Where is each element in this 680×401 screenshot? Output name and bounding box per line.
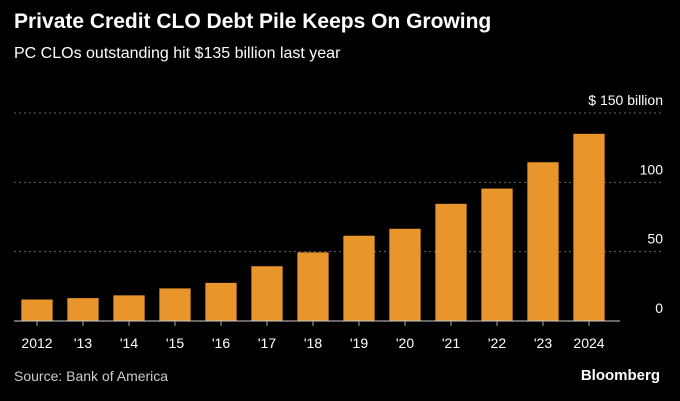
y-tick-label: $ 150 billion xyxy=(588,92,663,108)
x-tick-label: '15 xyxy=(166,335,184,351)
chart-title: Private Credit CLO Debt Pile Keeps On Gr… xyxy=(14,10,492,33)
y-tick-label: 50 xyxy=(647,231,663,247)
bar xyxy=(389,228,421,321)
bar xyxy=(527,162,559,321)
bar xyxy=(435,203,467,321)
x-tick-label: '20 xyxy=(396,335,414,351)
y-tick-labels: 0 50 100 $ 150 billion xyxy=(588,92,663,316)
x-tick-label: '13 xyxy=(74,335,92,351)
x-tick-labels: 2012 '13 '14 '15 '16 '17 '18 '19 '20 '21 '22 '23 202… xyxy=(21,321,605,351)
source-note: Source: Bank of America xyxy=(14,368,169,384)
x-tick-label: '21 xyxy=(442,335,460,351)
x-tick-label: '14 xyxy=(120,335,138,351)
bar xyxy=(67,298,99,321)
bar xyxy=(205,282,237,321)
bar xyxy=(159,288,191,321)
bar xyxy=(297,252,329,321)
bars xyxy=(21,133,605,321)
x-tick-label: '18 xyxy=(304,335,322,351)
grid-lines xyxy=(14,112,664,253)
x-tick-label: 2012 xyxy=(21,335,52,351)
bar xyxy=(573,133,605,321)
x-tick-label: '16 xyxy=(212,335,230,351)
bar xyxy=(113,295,145,321)
x-tick-label: 2024 xyxy=(573,335,604,351)
bar xyxy=(251,266,283,321)
y-tick-label: 0 xyxy=(655,300,663,316)
x-tick-label: '23 xyxy=(534,335,552,351)
x-tick-label: '22 xyxy=(488,335,506,351)
x-tick-label: '19 xyxy=(350,335,368,351)
chart-subtitle: PC CLOs outstanding hit $135 billion las… xyxy=(14,45,341,62)
bar xyxy=(481,188,513,321)
bloomberg-logo: Bloomberg xyxy=(580,367,660,384)
x-tick-label: '17 xyxy=(258,335,276,351)
bar xyxy=(343,235,375,321)
y-tick-label: 100 xyxy=(640,161,664,177)
bar xyxy=(21,299,53,321)
